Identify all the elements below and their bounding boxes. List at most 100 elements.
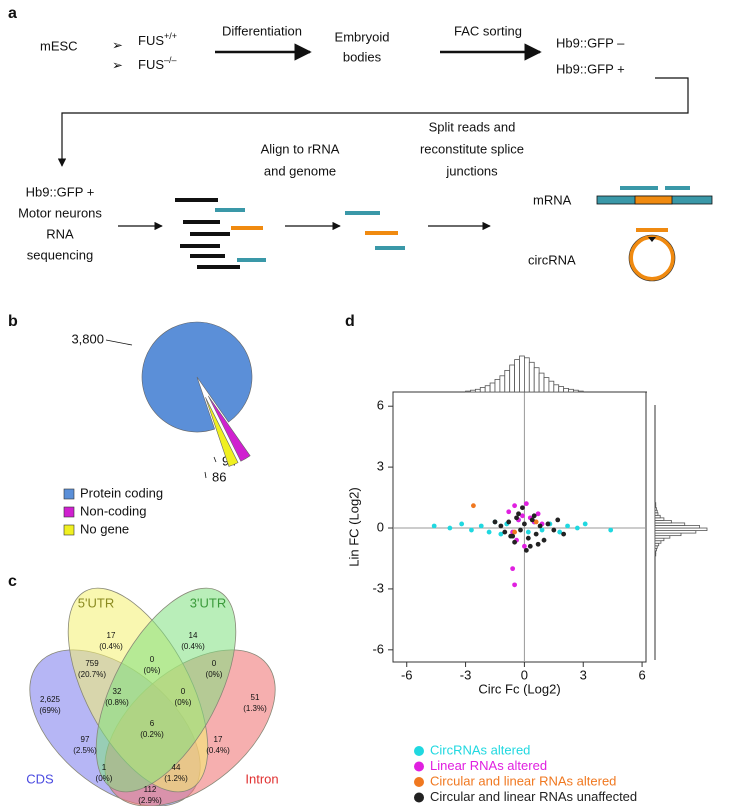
point: [520, 505, 525, 511]
venn-count: 14: [189, 631, 198, 640]
hist-bar: [519, 355, 525, 393]
point: [537, 523, 543, 529]
point: [523, 501, 529, 507]
hist-bar: [543, 377, 550, 393]
venn-3utr: [95, 587, 237, 793]
venn-count: 0: [212, 659, 217, 668]
venn-percent: (20.7%): [78, 670, 106, 679]
y-tick-label: -3: [372, 580, 384, 595]
point: [535, 511, 541, 517]
legend-label: Circular and linear RNAs altered: [430, 773, 616, 788]
x-axis-label: Circ Fc (Log2): [478, 681, 560, 696]
hist-bar: [524, 357, 530, 393]
point: [523, 547, 529, 553]
mrna-exon: [634, 195, 673, 205]
venn-set-label: 3'UTR: [190, 595, 226, 610]
legend-marker: [414, 777, 424, 787]
pie-slice: [205, 397, 239, 467]
point: [531, 513, 537, 519]
step-label: and genome: [264, 163, 336, 178]
step-label: Align to rRNA: [261, 141, 340, 156]
sorted-label: Hb9::GFP +: [556, 61, 625, 76]
hist-bar: [568, 388, 574, 393]
hist-bar: [499, 375, 506, 393]
x-tick-label: -3: [460, 667, 472, 682]
point: [512, 539, 517, 545]
pie-slice: [207, 395, 251, 462]
transcripts: [596, 195, 713, 282]
point: [533, 531, 539, 537]
point: [525, 535, 531, 541]
legend-label: No gene: [80, 521, 129, 536]
venn-percent: (0.2%): [140, 730, 164, 739]
venn-percent: (1.2%): [164, 774, 188, 783]
panel-label: d: [345, 313, 355, 330]
point: [541, 537, 547, 543]
panel-label: b: [8, 313, 18, 330]
genotype-sup: –/–: [164, 55, 177, 65]
point: [447, 525, 453, 531]
hist-bar: [558, 386, 565, 393]
point: [522, 521, 527, 527]
venn-percent: (69%): [39, 706, 61, 715]
venn-set-label: 5'UTR: [78, 595, 114, 610]
hist-bar: [528, 361, 535, 393]
product-label: circRNA: [528, 252, 576, 267]
step-label: Split reads and: [429, 119, 516, 134]
point: [518, 527, 523, 533]
venn-percent: (2.9%): [138, 796, 162, 805]
point: [525, 529, 531, 535]
venn-count: 112: [144, 785, 157, 794]
point: [520, 513, 525, 519]
hist-bar: [494, 378, 501, 393]
legend-label: Non-coding: [80, 503, 147, 518]
genotype: FUS+/+: [138, 31, 177, 48]
legend-marker: [414, 792, 424, 803]
bullet: ➢: [112, 57, 123, 72]
venn-percent: (0.8%): [105, 698, 129, 707]
genotype: FUS–/–: [138, 55, 177, 72]
point: [459, 521, 465, 527]
point: [506, 519, 512, 525]
venn-percent: (2.5%): [73, 746, 97, 755]
point: [512, 529, 517, 535]
point: [512, 582, 517, 588]
x-tick-label: -6: [401, 667, 413, 682]
point: [545, 521, 551, 527]
point: [478, 523, 484, 529]
legend-swatch: [63, 506, 75, 518]
hist-bar: [548, 380, 555, 393]
connector: [57, 77, 689, 167]
sample-label: Hb9::GFP +: [26, 184, 95, 199]
point: [608, 527, 614, 533]
point: [533, 519, 539, 525]
hist-bar: [654, 502, 657, 506]
point: [574, 525, 580, 531]
leader-line: [204, 471, 207, 479]
x-tick-label: 6: [638, 667, 645, 682]
step-label: Differentiation: [222, 23, 302, 38]
legend-swatch: [63, 524, 75, 536]
reads: [175, 186, 690, 269]
venn-percent: (0%): [175, 698, 192, 707]
intermediate-label: Embryoid: [335, 29, 390, 44]
sample-label: Motor neurons: [18, 205, 102, 220]
workflow-arrows: [57, 43, 689, 231]
venn-count: 1: [102, 763, 107, 772]
legend-swatch: [63, 488, 75, 500]
venn-percent: (0.4%): [99, 642, 123, 651]
legend-label: Circular and linear RNAs unaffected: [430, 789, 637, 804]
circrna-outline: [628, 234, 676, 282]
venn-count: 44: [172, 763, 181, 772]
hist-bar: [484, 385, 491, 393]
venn-percent: (0%): [96, 774, 113, 783]
x-tick-label: 0: [521, 667, 528, 682]
venn-count: 51: [251, 693, 260, 702]
bullets: ➢ ➢: [112, 37, 123, 72]
y-tick-label: 3: [377, 459, 384, 474]
start-label: mESC: [40, 38, 78, 53]
point: [492, 519, 498, 525]
plot-frame: [392, 391, 647, 663]
point: [510, 566, 516, 572]
panel-label: a: [8, 5, 17, 22]
